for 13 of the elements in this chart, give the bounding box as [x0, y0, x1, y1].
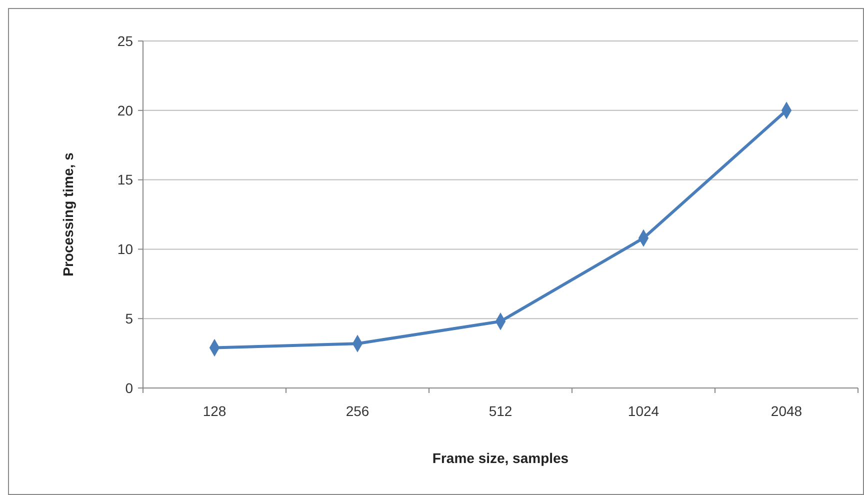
x-tick-label: 128 — [202, 403, 226, 419]
x-tick-label: 256 — [346, 403, 370, 419]
y-axis-title: Processing time, s — [60, 152, 76, 276]
y-tick-label: 20 — [117, 102, 134, 118]
y-tick-label: 0 — [125, 380, 134, 396]
y-tick-label: 10 — [117, 241, 134, 258]
y-tick-label: 15 — [117, 172, 134, 188]
x-axis-title: Frame size, samples — [432, 450, 569, 466]
x-tick-label: 2048 — [770, 403, 802, 419]
y-tick-label: 5 — [125, 310, 134, 326]
y-tick-label: 25 — [117, 32, 134, 49]
x-tick-label: 512 — [488, 403, 512, 419]
x-tick-label: 1024 — [628, 403, 660, 419]
